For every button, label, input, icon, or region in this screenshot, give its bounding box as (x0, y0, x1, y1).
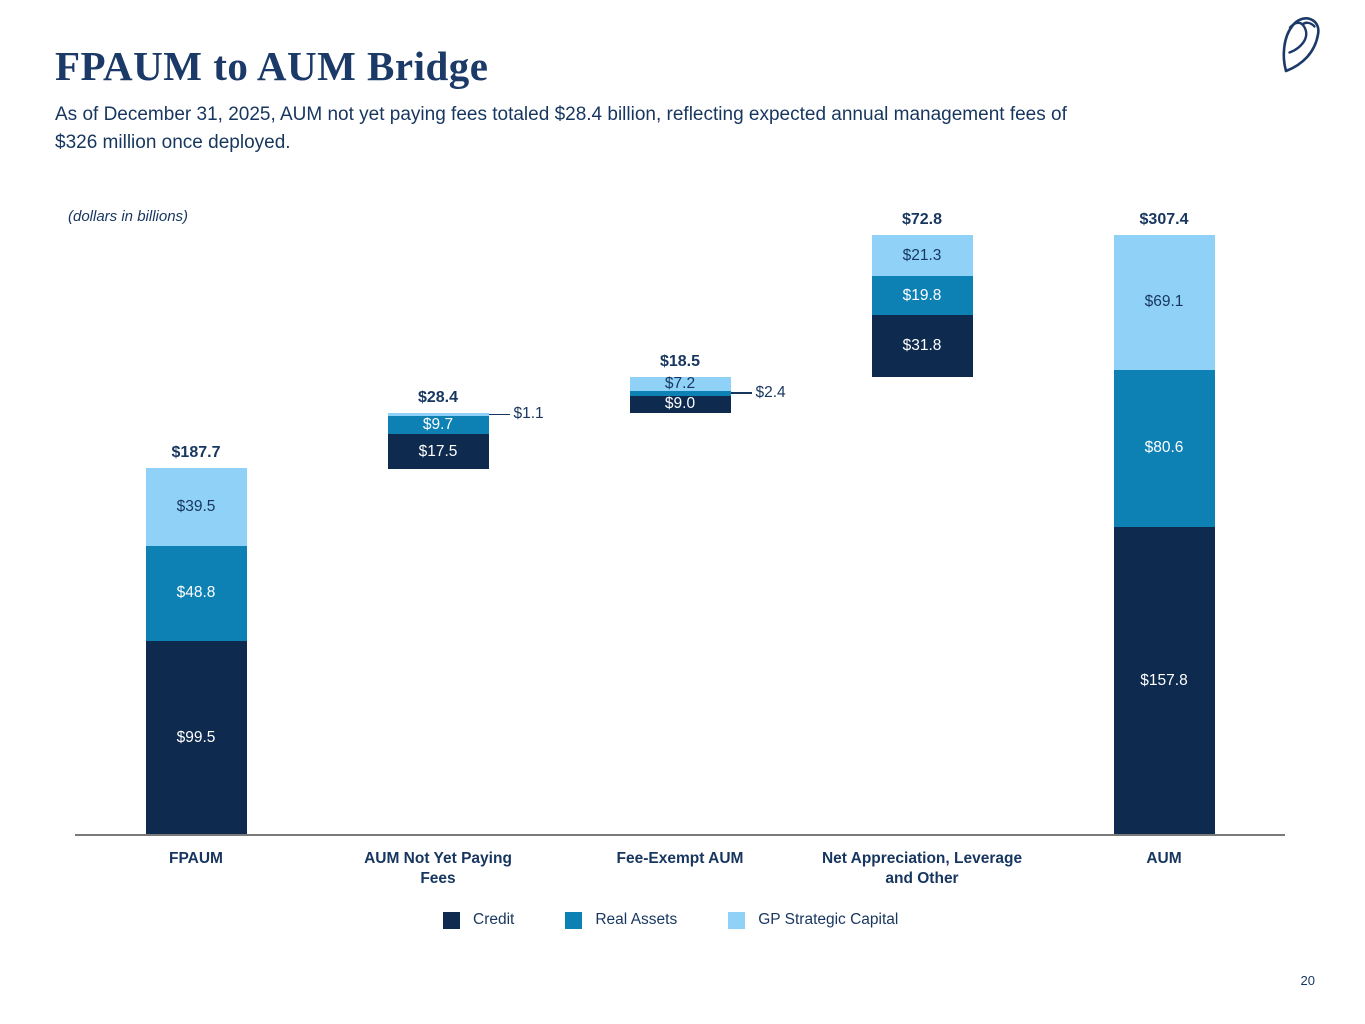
segment-value-label: $99.5 (176, 728, 216, 746)
segment-value-label: $80.6 (1144, 439, 1184, 457)
category-label: Net Appreciation, Leverage and Other (802, 849, 1042, 889)
legend-item-credit: Credit (443, 911, 514, 929)
owl-logo-icon (1282, 17, 1320, 73)
callout-value-label: $2.4 (755, 384, 786, 402)
segment-value-label: $31.8 (902, 337, 942, 355)
bar-segment-credit: $17.5 (387, 434, 489, 469)
bar-segment-real-assets: $9.7 (387, 415, 489, 435)
bar-segment-gp-strategic-capital: $39.5 (145, 468, 247, 546)
segment-value-label: $39.5 (176, 497, 216, 515)
segment-value-label: $17.5 (418, 442, 458, 460)
bar-total-label: $72.8 (901, 210, 943, 228)
segment-value-label: $48.8 (176, 584, 216, 602)
bar-segment-real-assets: $80.6 (1113, 369, 1215, 527)
segment-value-label: $7.2 (664, 374, 696, 392)
bar-total-label: $187.7 (171, 444, 221, 462)
subtitle-line-1: As of December 31, 2025, AUM not yet pay… (55, 104, 1067, 125)
category-label: AUM (1044, 849, 1284, 869)
callout-line (488, 413, 510, 416)
category-label: Fee-Exempt AUM (560, 849, 800, 869)
segment-value-label: $19.8 (902, 286, 942, 304)
legend-item-real-assets: Real Assets (565, 911, 677, 929)
bar-segment-gp-strategic-capital: $21.3 (871, 234, 973, 277)
callout-line (730, 392, 752, 395)
legend-swatch-icon (728, 911, 746, 929)
segment-value-label: $21.3 (902, 246, 942, 264)
legend-label: GP Strategic Capital (758, 911, 899, 928)
legend-swatch-icon (565, 911, 583, 929)
category-label-line: and Other (885, 870, 959, 887)
bar-segment-real-assets: $48.8 (145, 545, 247, 641)
subtitle-line-2: $326 million once deployed. (55, 132, 291, 153)
segment-value-label: $9.7 (422, 415, 454, 433)
x-axis-line (75, 834, 1285, 836)
bar-total-label: $307.4 (1139, 210, 1189, 228)
segment-value-label: $9.0 (664, 395, 696, 413)
category-label-line: AUM (1146, 850, 1182, 867)
legend-label: Credit (473, 911, 515, 928)
callout-value-label: $1.1 (513, 405, 544, 423)
bar-segment-gp-strategic-capital (387, 413, 489, 416)
legend-label: Real Assets (595, 911, 678, 928)
category-label-line: FPAUM (169, 850, 223, 867)
bar-total-label: $18.5 (659, 352, 701, 370)
page-title: FPAUM to AUM Bridge (55, 43, 489, 89)
bar-segment-real-assets: $19.8 (871, 276, 973, 316)
segment-value-label: $69.1 (1144, 293, 1184, 311)
category-label-line: AUM Not Yet Paying (364, 850, 512, 867)
chart-units-note: (dollars in billions) (68, 208, 189, 225)
legend-swatch-icon (443, 911, 460, 929)
category-label: AUM Not Yet Paying Fees (318, 849, 558, 889)
category-label-line: Fees (420, 870, 456, 887)
bar-total-label: $28.4 (417, 389, 459, 407)
category-label: FPAUM (76, 849, 316, 869)
bar-segment-real-assets (629, 390, 731, 396)
bar-segment-credit: $99.5 (145, 640, 247, 835)
subtitle: As of December 31, 2025, AUM not yet pay… (55, 101, 1295, 157)
legend-item-gp-strategic-capital: GP Strategic Capital (728, 911, 898, 929)
bar-segment-gp-strategic-capital: $7.2 (629, 374, 731, 392)
bar-segment-credit: $31.8 (871, 315, 973, 378)
category-label-line: Fee-Exempt AUM (616, 850, 744, 867)
category-label-line: Net Appreciation, Leverage (821, 850, 1023, 867)
page-number: 20 (1300, 973, 1315, 988)
segment-value-label: $157.8 (1140, 671, 1188, 689)
chart-legend: Credit Real Assets GP Strategic Capital (443, 911, 898, 929)
bar-segment-gp-strategic-capital: $69.1 (1113, 234, 1215, 370)
bar-segment-credit: $157.8 (1113, 526, 1215, 835)
bar-segment-credit: $9.0 (629, 395, 731, 414)
